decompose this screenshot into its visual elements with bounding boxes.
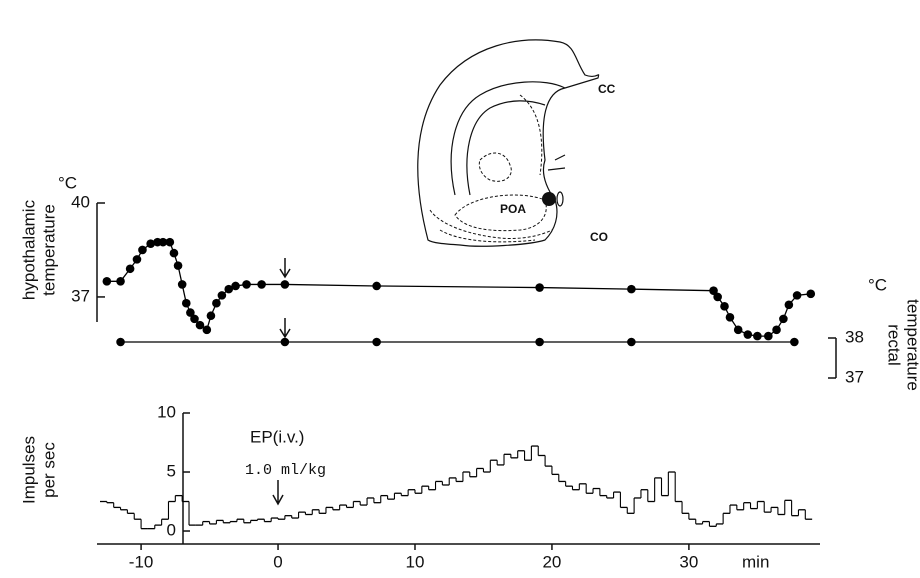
x-label: min [742,552,769,571]
x-tick-label: 20 [542,552,561,571]
x-tick-label: -10 [129,552,154,571]
x-tick-label: 30 [679,552,698,571]
data-point [720,302,729,311]
data-point [212,298,221,308]
series-line [106,241,811,337]
y-tick-label: 37 [71,286,90,305]
data-point [743,330,753,339]
y2-label: rectal [885,324,904,366]
data-point [169,248,179,258]
data-point [186,308,195,317]
data-point [627,284,636,294]
data-point [535,337,544,347]
y2-unit: °C [868,275,887,294]
data-point [535,283,544,292]
step-connector [106,446,806,529]
y-unit: °C [58,173,77,192]
recording-site [542,192,556,206]
y-tick-label: 0 [167,521,176,540]
arrow [279,318,291,339]
inset-label: CO [590,230,608,244]
y2-tick-label: 37 [845,367,864,386]
data-point [116,276,125,286]
y-tick-label: 5 [167,461,176,480]
data-point [372,337,381,347]
x-tick-label: 0 [273,552,282,571]
data-point [280,337,290,347]
brain-inset: CC POA CO [417,39,616,247]
data-point [242,280,251,289]
inset-label: POA [500,202,526,216]
y-tick-label: 10 [157,402,176,421]
data-point [806,289,816,299]
data-point [190,314,199,324]
y-label: per sec [39,442,58,498]
data-point [231,281,240,291]
data-point [784,300,794,310]
annotation: EP(i.v.) [250,427,304,446]
y-label: Impulses [19,436,38,504]
data-point [372,281,381,291]
y-tick-label: 40 [71,192,90,211]
data-point [177,280,187,289]
inset-label: CC [598,82,616,96]
arrow [272,480,284,506]
y-label: hypothalamic [19,199,38,300]
data-point [125,264,135,274]
data-point [257,280,266,289]
data-point [181,298,191,308]
data-point [165,237,175,247]
x-tick-label: 10 [406,552,425,571]
data-point [725,313,735,322]
data-point [206,311,216,321]
data-point [138,245,147,255]
annotation: 1.0 ml/kg [245,462,326,479]
data-point [173,261,183,270]
data-point [627,337,636,347]
data-point [217,291,227,300]
y2-tick-label: 38 [845,327,864,346]
data-point [790,337,799,347]
y-label: temperature [39,204,58,296]
data-point [792,291,802,300]
data-point [146,239,155,249]
data-point [753,331,762,341]
data-point [195,320,205,330]
data-point [224,284,234,294]
data-point [202,325,212,335]
data-point [102,276,112,286]
data-point [280,280,290,289]
data-point [733,325,743,335]
arrow [279,258,291,279]
data-point [772,325,781,335]
data-point [713,292,722,302]
data-point [132,255,142,264]
data-point [158,237,168,247]
data-point [779,314,788,324]
y2-label: temperature [904,299,920,391]
data-point [116,337,125,347]
data-point [764,331,773,341]
data-point [709,286,718,295]
